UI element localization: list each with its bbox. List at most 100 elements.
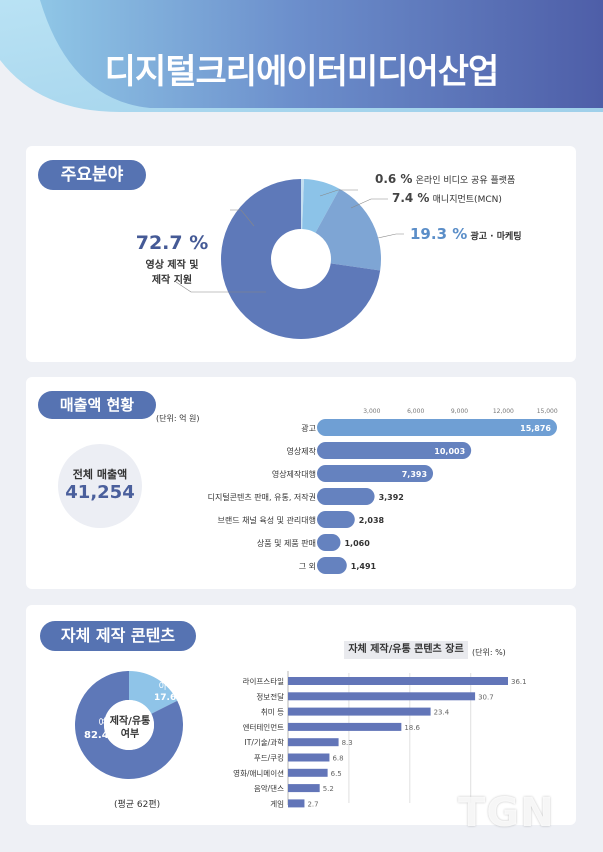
genre-value-label: 36.1 xyxy=(511,678,527,686)
slice-value-online-video: 0.6 % xyxy=(375,172,413,186)
genre-value-label: 8.3 xyxy=(342,739,353,747)
genre-value-label: 30.7 xyxy=(478,693,494,701)
revenue-category-label: 브랜드 채널 육성 및 관리대행 xyxy=(218,515,317,525)
genre-bar xyxy=(288,753,330,762)
revenue-xtick: 3,000 xyxy=(363,408,380,415)
revenue-xtick: 12,000 xyxy=(493,408,514,415)
genre-category-label: 푸드/쿠킹 xyxy=(254,753,284,763)
section-title-revenue: 매출액 현황 xyxy=(38,391,156,419)
genre-category-label: 음악/댄스 xyxy=(254,783,284,793)
genre-value-label: 2.7 xyxy=(307,800,318,808)
total-revenue-badge: 전체 매출액 41,254 xyxy=(58,444,142,528)
revenue-category-label: 그 외 xyxy=(299,561,316,571)
genre-category-label: 영화/애니메이션 xyxy=(233,768,284,778)
slice-name-video-line2: 제작 지원 xyxy=(151,275,193,286)
donut-note: (평균 62편) xyxy=(114,800,161,810)
genre-value-label: 6.5 xyxy=(331,770,342,778)
slice-online-video xyxy=(301,179,305,230)
genre-value-label: 18.6 xyxy=(404,724,420,732)
genre-value-label: 6.8 xyxy=(332,755,343,763)
slice-name-ad: 광고 · 마케팅 xyxy=(470,232,522,242)
genre-bar xyxy=(288,738,339,747)
revenue-bar xyxy=(317,534,341,551)
donut-hole xyxy=(104,700,154,750)
revenue-bar xyxy=(317,488,375,505)
genre-bar xyxy=(288,677,508,685)
revenue-value-label: 15,876 xyxy=(520,424,551,433)
slice-value-video: 72.7 % xyxy=(135,232,209,254)
revenue-value-label: 1,060 xyxy=(344,539,370,548)
own-content-donut-chart: 라이프스타일 36.1 정보전달 30.7 취미 등 23.4 엔터테인먼트 18.6 IT/기… xyxy=(75,671,527,808)
slice-name-video-line1: 영상 제작 및 xyxy=(145,260,199,271)
genre-chart-title: 자체 제작/유통 콘텐츠 장르 xyxy=(344,641,468,659)
total-revenue-value: 41,254 xyxy=(65,482,135,503)
slice-value-yes: 82.4 % xyxy=(84,730,123,741)
genre-bar xyxy=(288,768,328,777)
revenue-category-label: 광고 xyxy=(301,423,316,433)
revenue-value-label: 2,038 xyxy=(359,516,385,525)
slice-name-online-video: 온라인 비디오 공유 플랫폼 xyxy=(415,176,516,186)
genre-category-label: 게임 xyxy=(270,798,284,808)
revenue-value-label: 7,393 xyxy=(402,470,427,479)
genre-chart-unit: (단위: %) xyxy=(472,648,506,657)
watermark-logo: TGN xyxy=(458,790,555,836)
main-fields-donut-chart xyxy=(175,179,404,339)
slice-value-ad: 19.3 % xyxy=(410,225,468,243)
slice-no xyxy=(129,671,178,714)
revenue-xtick: 6,000 xyxy=(407,408,424,415)
revenue-value-label: 3,392 xyxy=(379,493,404,502)
page-title: 디지털크리에이터미디어산업 xyxy=(104,52,500,92)
genre-bar xyxy=(288,784,320,793)
revenue-category-label: 상품 및 제품 판매 xyxy=(257,538,316,548)
revenue-value-label: 10,003 xyxy=(434,447,465,456)
revenue-xtick: 15,000 xyxy=(537,408,558,415)
slice-label-yes: 예 82.4 % xyxy=(84,718,122,742)
genre-category-label: IT/기술/과학 xyxy=(245,737,285,747)
leader-line-onlinevideo xyxy=(230,209,255,227)
slice-name-no: 아니오 xyxy=(158,682,184,692)
section-title-own-content: 자체 제작 콘텐츠 xyxy=(40,621,196,651)
slice-label-mcn: 7.4 % 매니지먼트(MCN) xyxy=(392,191,502,205)
section-title-main-fields: 주요분야 xyxy=(38,160,146,190)
revenue-category-label: 영상제작대행 xyxy=(272,469,316,479)
revenue-panel: 매출액 현황 (단위: 억 원) 전체 매출액 41,254 3,000 6,00… xyxy=(26,377,576,589)
donut-center-label: 제작/유통 여부 xyxy=(106,715,154,741)
revenue-bar xyxy=(317,465,434,482)
header-banner: 디지털크리에이터미디어산업 xyxy=(0,0,603,128)
revenue-bar-chart: 3,000 6,000 9,000 12,000 15,000 광고 15,876 영상제작 1… xyxy=(208,408,558,574)
revenue-category-label: 디지털콘텐츠 판매, 유통, 저작권 xyxy=(208,492,316,502)
slice-value-mcn: 7.4 % xyxy=(392,191,430,205)
leader-line-video xyxy=(175,281,266,293)
slice-yes xyxy=(75,671,183,779)
revenue-xtick: 9,000 xyxy=(451,408,468,415)
slice-video xyxy=(220,179,381,339)
own-content-panel: 자체 제작 콘텐츠 라이프스타일 36.1 정보전달 30.7 취미 등 23.4 엔터테인… xyxy=(26,605,576,825)
slice-label-video: 72.7 % 영상 제작 및 제작 지원 xyxy=(122,232,222,286)
genre-bar xyxy=(288,722,402,731)
slice-label-online-video: 0.6 % 온라인 비디오 공유 플랫폼 xyxy=(375,172,515,186)
revenue-unit: (단위: 억 원) xyxy=(156,414,200,423)
revenue-bar xyxy=(317,442,472,459)
slice-label-no: 아니오 17.6 % xyxy=(154,682,188,704)
revenue-bar xyxy=(317,511,355,528)
slice-ad xyxy=(315,188,381,271)
header-background xyxy=(0,0,603,128)
slice-name-yes: 예 xyxy=(98,718,108,729)
revenue-category-label: 영상제작 xyxy=(287,446,317,456)
slice-label-ad: 19.3 % 광고 · 마케팅 xyxy=(410,225,522,243)
genre-category-label: 정보전달 xyxy=(256,691,284,701)
leader-line-ad xyxy=(377,233,404,239)
donut-center-line1: 제작/유통 xyxy=(109,716,151,727)
slice-value-no: 17.6 % xyxy=(154,693,189,703)
genre-bar xyxy=(288,692,476,701)
revenue-bar xyxy=(317,557,347,574)
slice-name-mcn: 매니지먼트(MCN) xyxy=(432,195,502,205)
main-fields-panel: 주요분야 0.6 % 온라인 비디오 공유 플랫폼 7.4 % 매니지먼트(MC… xyxy=(26,146,576,362)
genre-value-label: 5.2 xyxy=(323,785,334,793)
genre-bar xyxy=(288,707,431,716)
genre-category-label: 라이프스타일 xyxy=(243,676,284,686)
genre-category-label: 엔터테인먼트 xyxy=(243,722,284,732)
revenue-bar xyxy=(317,419,557,436)
revenue-value-label: 1,491 xyxy=(351,562,377,571)
donut-center-line2: 여부 xyxy=(120,729,140,740)
